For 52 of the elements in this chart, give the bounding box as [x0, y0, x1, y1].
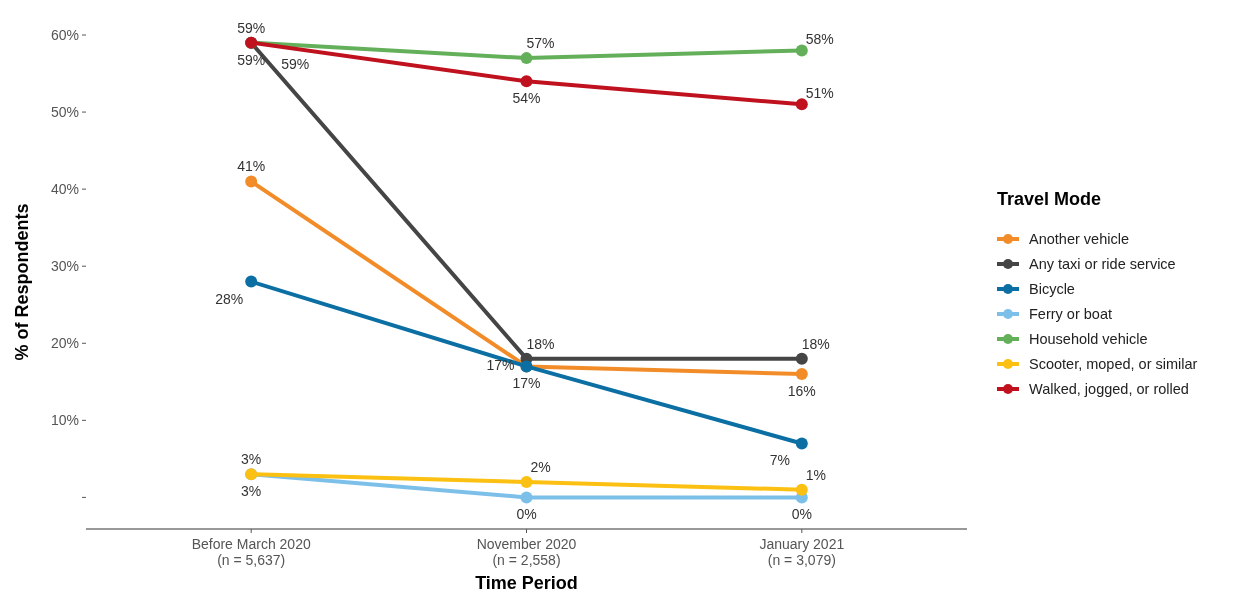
data-label: 0% [791, 506, 812, 523]
y-axis-title: % of Respondents [12, 203, 32, 361]
point [520, 491, 533, 504]
y-tick-label: 30% [50, 258, 79, 275]
data-label: 2% [530, 458, 551, 475]
legend-label: Any taxi or ride service [1029, 256, 1176, 273]
data-label: 18% [526, 335, 555, 352]
data-label: 59% [237, 51, 266, 68]
legend-label: Household vehicle [1029, 331, 1148, 348]
data-label: 3% [241, 451, 262, 468]
legend-label: Ferry or boat [1029, 306, 1112, 323]
point [795, 44, 808, 57]
point [520, 75, 533, 88]
data-label: 3% [241, 483, 262, 500]
data-label: 54% [512, 90, 541, 107]
point [795, 352, 808, 365]
x-tick-label: Before March 2020 (n = 5,637) [191, 536, 311, 568]
y-tick-label: 50% [50, 103, 79, 120]
data-label: 16% [787, 383, 816, 400]
point [795, 98, 808, 111]
y-tick-label: 10% [50, 412, 79, 429]
y-tick-label: 60% [50, 26, 79, 43]
x-tick-label: January 2021 (n = 3,079) [759, 536, 845, 568]
data-label: 1% [805, 466, 826, 483]
data-label: 57% [526, 35, 555, 52]
data-label: 7% [769, 452, 790, 469]
point [520, 52, 533, 65]
data-label: 28% [215, 290, 244, 307]
data-label: 41% [237, 158, 266, 175]
x-axis-title: Time Period [475, 573, 578, 593]
legend-label: Scooter, moped, or similar [1029, 356, 1198, 373]
data-label: 59% [237, 19, 266, 36]
point [245, 275, 258, 288]
data-label: 18% [801, 335, 830, 352]
point [520, 475, 533, 488]
legend-label: Walked, jogged, or rolled [1029, 381, 1189, 398]
data-label: 51% [805, 85, 834, 102]
legend-title: Travel Mode [997, 189, 1102, 209]
point [795, 437, 808, 450]
point [245, 175, 258, 188]
y-tick-label: 40% [50, 181, 79, 198]
y-tick-label: 20% [50, 335, 79, 352]
legend-label: Bicycle [1029, 281, 1075, 298]
x-tick-label: November 2020 (n = 2,558) [476, 536, 577, 568]
data-label: 59% [281, 55, 310, 72]
data-label: 0% [516, 506, 537, 523]
data-label: 17% [486, 357, 515, 374]
point [795, 368, 808, 381]
legend-label: Another vehicle [1029, 231, 1129, 248]
point [795, 483, 808, 496]
data-label: 58% [805, 31, 834, 48]
data-label: 17% [512, 375, 541, 392]
